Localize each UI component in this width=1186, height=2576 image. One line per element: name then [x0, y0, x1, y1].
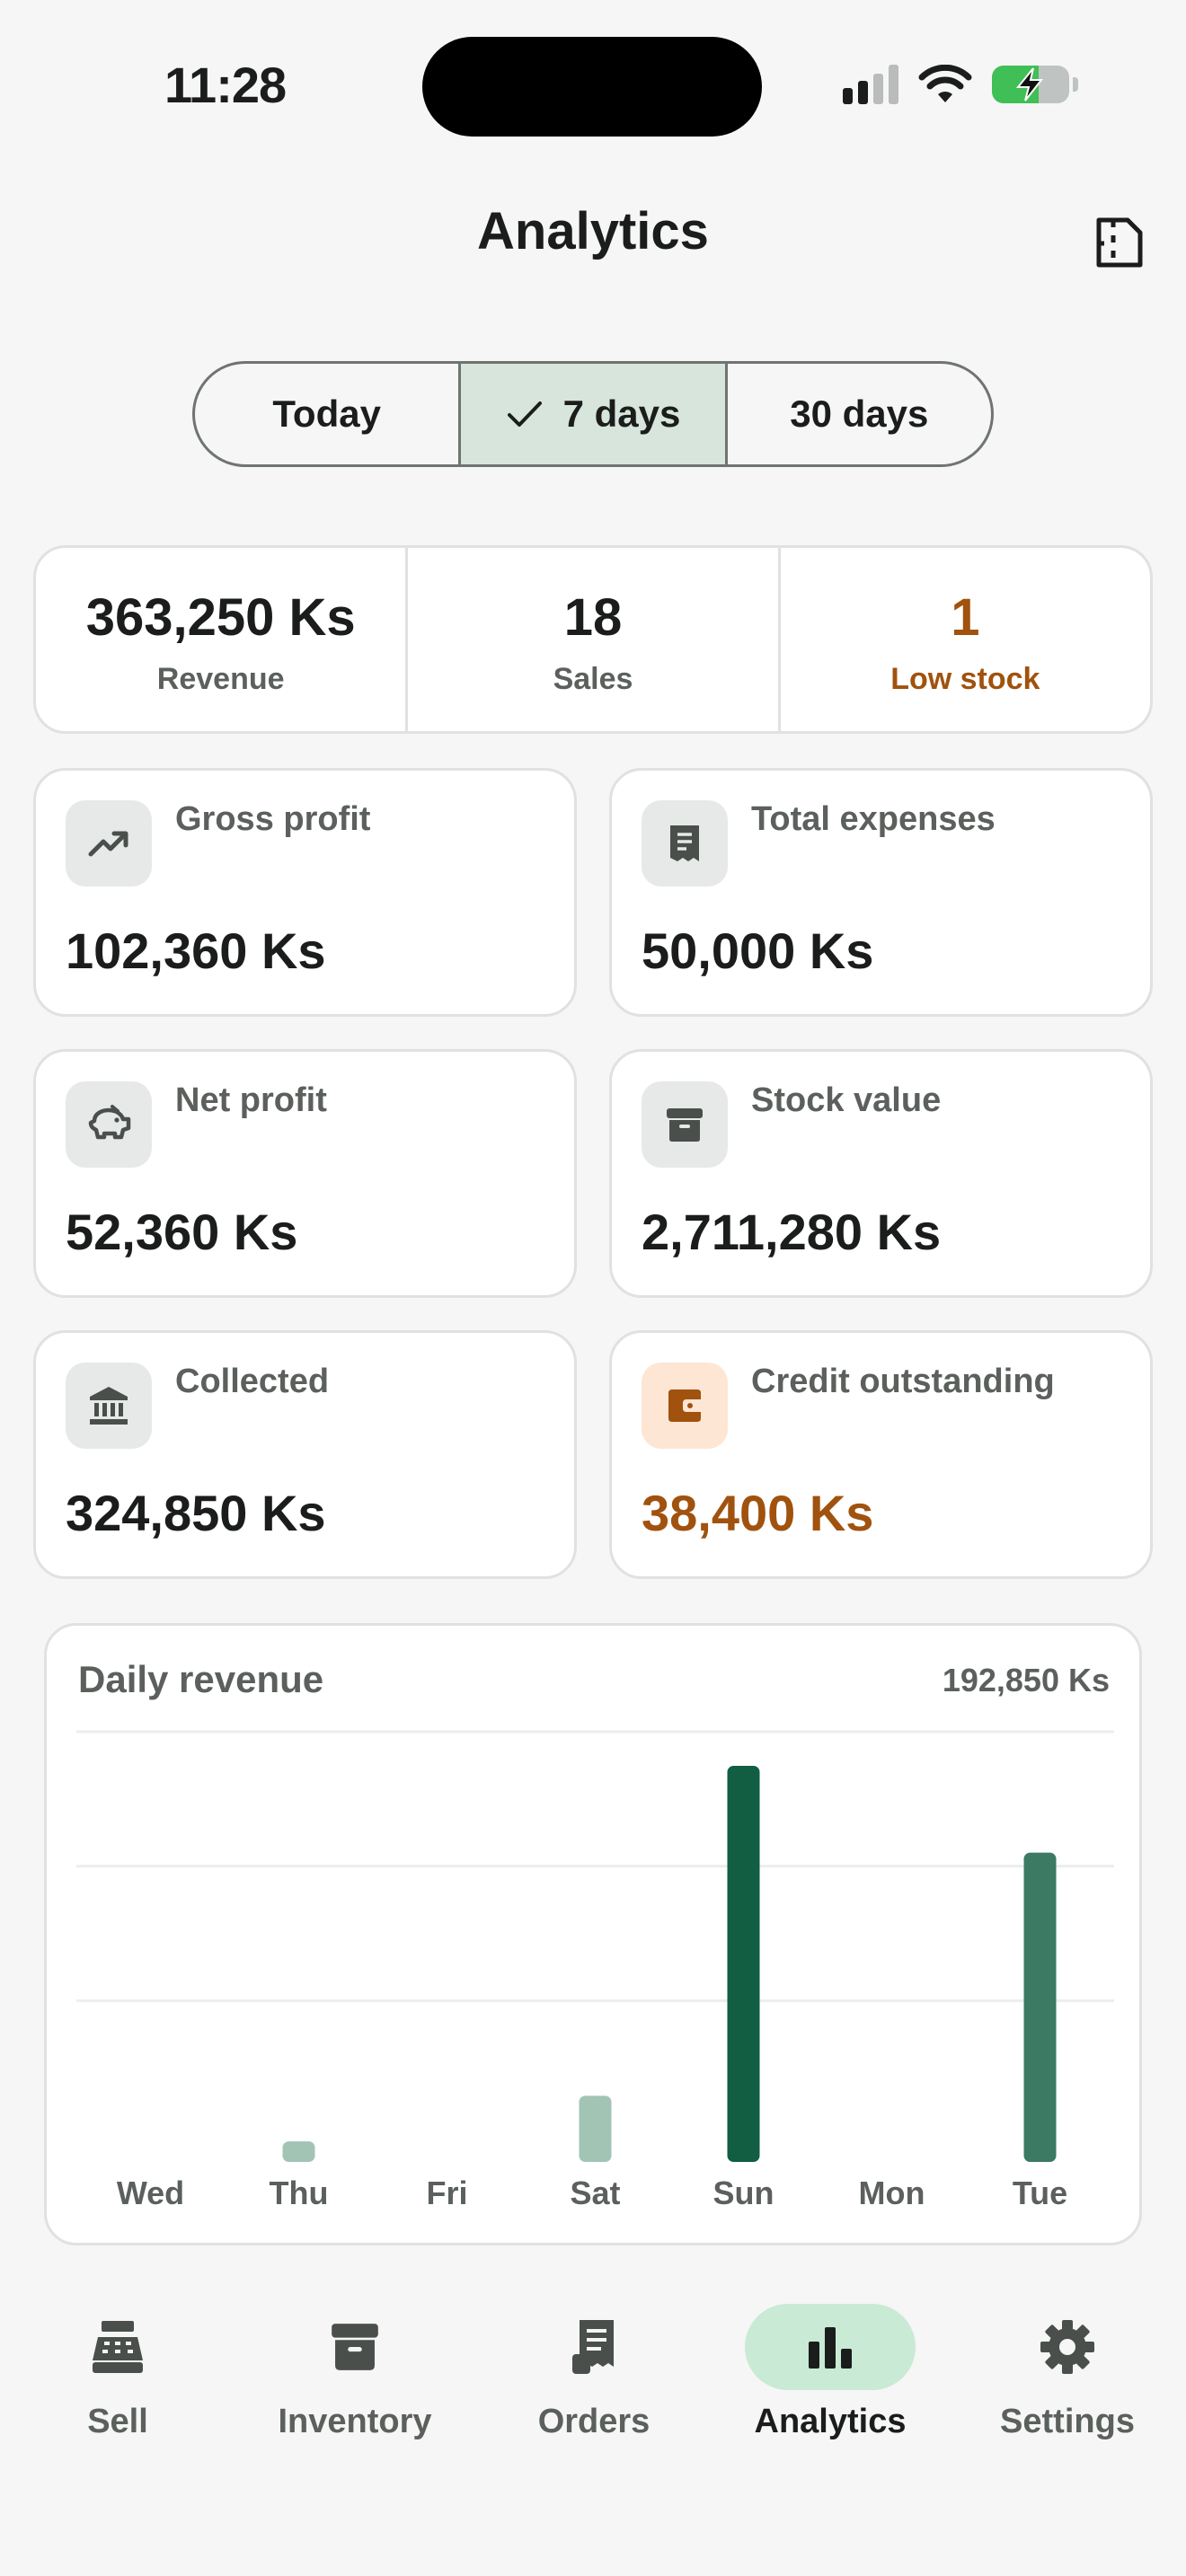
revenue-label: Revenue — [156, 662, 285, 696]
metric-label: Collected — [175, 1363, 330, 1400]
low-stock-value: 1 — [951, 588, 980, 647]
nav-analytics[interactable]: Analytics — [731, 2281, 929, 2461]
sales-label: Sales — [553, 662, 633, 696]
wifi-icon — [918, 65, 972, 102]
summary-revenue[interactable]: 363,250 Ks Revenue — [36, 548, 405, 731]
summary-low-stock[interactable]: 1 Low stock — [777, 548, 1150, 731]
nav-settings[interactable]: Settings — [969, 2281, 1166, 2461]
metric-label: Net profit — [175, 1081, 327, 1119]
battery-icon — [992, 66, 1069, 103]
nav-label: Inventory — [278, 2403, 432, 2440]
chart-bar-sat[interactable] — [579, 2095, 612, 2162]
chart-x-label: Mon — [859, 2175, 925, 2211]
cash-register-icon — [32, 2304, 203, 2390]
dynamic-island — [422, 37, 762, 137]
battery-cap — [1073, 77, 1078, 92]
summary-sales[interactable]: 18 Sales — [405, 548, 777, 731]
low-stock-label: Low stock — [890, 662, 1040, 696]
metric-value: 102,360 Ks — [66, 922, 326, 979]
tab-today[interactable]: Today — [272, 393, 381, 435]
bottom-navigation: Sell Inventory Orders Analytics — [0, 2281, 1186, 2461]
chart-x-label: Sat — [570, 2175, 620, 2211]
chart-x-label: Fri — [426, 2175, 467, 2211]
metric-value: 38,400 Ks — [642, 1485, 874, 1541]
nav-label: Analytics — [754, 2403, 907, 2440]
document-icon — [1096, 217, 1143, 268]
chart-x-label: Thu — [270, 2175, 329, 2211]
metric-value: 50,000 Ks — [642, 922, 874, 979]
daily-revenue-chart: Wed Thu Fri Sat Sun Mon Tue — [76, 1730, 1114, 2211]
total-expenses-card[interactable]: Total expenses 50,000 Ks — [609, 768, 1153, 1017]
receipt-icon — [509, 2304, 679, 2390]
revenue-value: 363,250 Ks — [85, 588, 356, 647]
trending-up-icon — [66, 800, 152, 887]
piggy-bank-icon — [66, 1081, 152, 1168]
nav-label: Orders — [537, 2403, 651, 2440]
sales-value: 18 — [563, 588, 623, 647]
metric-label: Credit outstanding — [751, 1363, 1055, 1400]
collected-card[interactable]: Collected 324,850 Ks — [33, 1330, 577, 1579]
summary-card: 363,250 Ks Revenue 18 Sales 1 Low stock — [33, 545, 1153, 734]
report-button[interactable] — [1089, 212, 1150, 273]
metric-value: 2,711,280 Ks — [642, 1204, 942, 1260]
chart-bar-tue[interactable] — [1023, 1852, 1057, 2162]
archive-box-icon — [270, 2304, 440, 2390]
bar-chart-icon — [745, 2304, 916, 2390]
nav-label: Sell — [87, 2403, 148, 2440]
chart-bar-thu[interactable] — [282, 2141, 315, 2162]
status-icons — [843, 65, 1078, 104]
metric-label: Total expenses — [751, 800, 996, 838]
metric-label: Gross profit — [175, 800, 371, 838]
nav-inventory[interactable]: Inventory — [256, 2281, 454, 2461]
metric-value: 52,360 Ks — [66, 1204, 298, 1260]
status-time: 11:28 — [164, 57, 287, 113]
date-range-selector: Today 7 days 30 days — [192, 361, 994, 467]
gross-profit-card[interactable]: Gross profit 102,360 Ks — [33, 768, 577, 1017]
nav-sell[interactable]: Sell — [19, 2281, 217, 2461]
nav-orders[interactable]: Orders — [495, 2281, 693, 2461]
tab-30-days[interactable]: 30 days — [724, 364, 991, 464]
archive-box-icon — [642, 1081, 728, 1168]
credit-outstanding-card[interactable]: Credit outstanding 38,400 Ks — [609, 1330, 1153, 1579]
chart-max-label: 192,850 Ks — [942, 1662, 1110, 1698]
bank-icon — [66, 1363, 152, 1449]
metric-label: Stock value — [751, 1081, 942, 1119]
daily-revenue-chart-card: Daily revenue 192,850 Ks Wed Thu Fri Sat Sun… — [44, 1623, 1142, 2245]
nav-label: Settings — [1000, 2403, 1135, 2440]
chart-x-label: Sun — [713, 2175, 774, 2211]
chart-title: Daily revenue — [78, 1658, 324, 1700]
stock-value-card[interactable]: Stock value 2,711,280 Ks — [609, 1049, 1153, 1298]
page-title: Analytics — [477, 202, 709, 260]
chart-x-label: Tue — [1013, 2175, 1067, 2211]
receipt-icon — [642, 800, 728, 887]
metric-value: 324,850 Ks — [66, 1485, 326, 1541]
tab-7-days[interactable]: 7 days — [458, 364, 725, 464]
cellular-signal-icon — [843, 65, 898, 104]
check-icon — [507, 401, 542, 427]
chart-x-label: Wed — [117, 2175, 184, 2211]
wallet-icon — [642, 1363, 728, 1449]
status-bar: 11:28 — [0, 0, 1186, 171]
net-profit-card[interactable]: Net profit 52,360 Ks — [33, 1049, 577, 1298]
chart-bar-sun[interactable] — [727, 1766, 760, 2162]
gear-icon — [982, 2304, 1153, 2390]
